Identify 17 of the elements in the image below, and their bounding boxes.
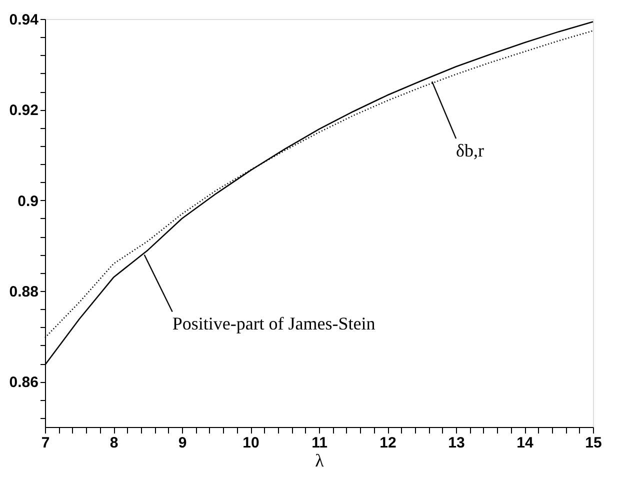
x-tick-label: 8	[110, 434, 118, 452]
y-tick-label: 0.92	[9, 102, 38, 120]
y-tick-label: 0.94	[9, 12, 40, 28]
y-tick-label: 0.86	[9, 374, 38, 392]
x-tick-label: 12	[380, 434, 396, 452]
x-tick-label: 10	[242, 434, 260, 452]
x-tick-label: 9	[178, 434, 187, 452]
x-axis-title: λ	[315, 450, 324, 470]
y-tick-label: 0.9	[18, 192, 38, 210]
annotation: δb,r	[456, 140, 484, 161]
y-tick-label: 0.88	[9, 284, 38, 300]
x-tick-label: 13	[448, 434, 465, 452]
x-tick-label: 7	[41, 434, 50, 452]
x-tick-label: 15	[585, 434, 602, 452]
x-tick-label: 11	[312, 434, 328, 452]
annotation: Positive-part of James-Stein	[172, 314, 376, 334]
x-tick-label: 14	[516, 434, 534, 452]
